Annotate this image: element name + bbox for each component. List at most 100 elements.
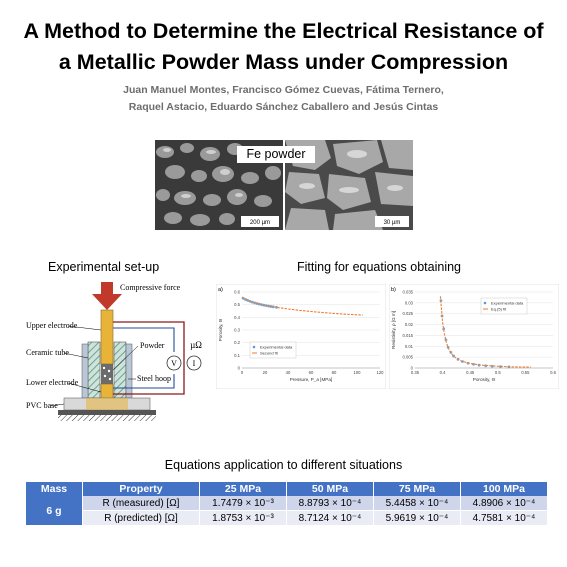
legend-box <box>480 297 528 315</box>
x-tick-label: 80 <box>332 370 337 375</box>
legend-label: Experimental data <box>260 345 293 350</box>
value-cell: 1.7479 × 10⁻³ <box>199 496 287 511</box>
voltage-wire-bottom <box>113 374 175 389</box>
legend-label: Second fit <box>260 351 279 356</box>
y-tick-label: 0.1 <box>234 353 240 358</box>
current-wire <box>113 321 185 395</box>
setup-diagram: V I µΩ Compressive force Upper electrode… <box>26 282 202 421</box>
x-tick-label: 0 <box>241 370 244 375</box>
ceramic-tube-left <box>87 341 101 399</box>
x-tick-label: 0.4 <box>440 370 446 375</box>
table-row: R (predicted) [Ω] 1.8753 × 10⁻³ 8.7124 ×… <box>26 510 547 526</box>
y-tick-label: 0.035 <box>403 290 414 295</box>
paper-title: A Method to Determine the Electrical Res… <box>0 16 567 78</box>
voltage-wire-top <box>113 327 175 352</box>
force-label: Compressive force <box>120 283 181 292</box>
y-tick-label: 0.015 <box>403 333 414 338</box>
fit-line <box>439 296 531 368</box>
y-tick-label: 0.005 <box>403 355 414 360</box>
x-tick-label: 60 <box>309 370 314 375</box>
results-table: Mass Property 25 MPa 50 MPa 75 MPa 100 M… <box>26 482 547 526</box>
x-tick-label: 0.55 <box>521 370 530 375</box>
ceramic-tube-label: Ceramic tube <box>26 348 69 357</box>
base-plate <box>58 410 156 415</box>
header-25mpa: 25 MPa <box>199 482 287 496</box>
chart-frame <box>216 284 386 389</box>
voltmeter-label: V <box>171 359 177 368</box>
fitting-heading: Fitting for equations obtaining <box>297 260 461 274</box>
fit-line <box>241 296 363 316</box>
steel-hoop-left <box>81 343 89 399</box>
legend-label: Eq.(5) fit <box>491 307 507 312</box>
property-cell: R (predicted) [Ω] <box>82 510 200 526</box>
authors-line-1: Juan Manuel Montes, Francisco Gómez Cuev… <box>123 84 444 96</box>
chart-frame <box>389 284 559 389</box>
y-tick-label: 0.6 <box>234 290 240 295</box>
fe-powder-label: Fe powder <box>237 146 315 163</box>
header-mass: Mass <box>26 482 83 496</box>
steel-hoop-right <box>125 343 133 399</box>
y-tick-label: 0.03 <box>405 300 414 305</box>
y-tick-label: 0.01 <box>405 344 414 349</box>
voltmeter-icon <box>166 355 182 371</box>
upper-electrode <box>100 309 114 365</box>
y-tick-label: 0.2 <box>234 340 240 345</box>
x-tick-label: 0.5 <box>495 370 501 375</box>
ceramic-tube-right <box>113 341 127 399</box>
lower-electrode-label: Lower electrode <box>26 378 79 387</box>
legend-box <box>249 341 297 359</box>
authors: Juan Manuel Montes, Francisco Gómez Cuev… <box>0 82 567 116</box>
ground-hatch <box>58 415 156 421</box>
y-tick-label: 0.3 <box>234 328 240 333</box>
value-cell: 5.9619 × 10⁻⁴ <box>373 510 461 526</box>
property-cell: R (measured) [Ω] <box>82 496 200 511</box>
scale-bar-left: 200 µm <box>250 220 270 226</box>
x-tick-label: 0.6 <box>550 370 556 375</box>
upper-electrode-label: Upper electrode <box>26 321 78 330</box>
y-tick-label: 0.5 <box>234 302 240 307</box>
value-cell: 1.8753 × 10⁻³ <box>199 510 287 526</box>
legend-marker <box>483 301 487 305</box>
header-50mpa: 50 MPa <box>286 482 374 496</box>
steel-hoop-label: Steel hoop <box>137 374 171 383</box>
y-tick-label: 0.02 <box>405 322 414 327</box>
x-tick-label: 20 <box>263 370 268 375</box>
equations-heading: Equations application to different situa… <box>164 458 403 472</box>
table-header-row: Mass Property 25 MPa 50 MPa 75 MPa 100 M… <box>26 482 547 496</box>
table-row: 6 g R (measured) [Ω] 1.7479 × 10⁻³ 8.879… <box>26 496 547 526</box>
title-line-1: A Method to Determine the Electrical Res… <box>23 19 544 43</box>
value-cell: 4.8906 × 10⁻⁴ <box>460 496 547 511</box>
force-arrow-icon <box>92 294 122 310</box>
authors-line-2: Raquel Astacio, Eduardo Sánchez Caballer… <box>128 101 439 113</box>
title-line-2: a Metallic Powder Mass under Compression <box>58 50 509 74</box>
x-tick-label: 40 <box>286 370 291 375</box>
value-cell: 8.8793 × 10⁻⁴ <box>286 496 374 511</box>
powder-label: Powder <box>140 341 165 350</box>
ammeter-label: I <box>193 359 196 368</box>
x-tick-label: 100 <box>354 370 362 375</box>
value-cell: 4.7581 × 10⁻⁴ <box>460 510 547 526</box>
value-cell: 5.4458 × 10⁻⁴ <box>373 496 461 511</box>
x-axis-label: Pressure, P_a [MPa] <box>290 377 332 382</box>
chart-b: 0 0.005 0.01 0.015 0.02 0.025 0.03 0.035 0.35 0.4… <box>389 284 559 389</box>
header-100mpa: 100 MPa <box>460 482 547 496</box>
force-arrow-shaft <box>101 282 113 296</box>
scale-bar-right: 30 µm <box>384 220 401 226</box>
header-75mpa: 75 MPa <box>373 482 461 496</box>
y-axis-label: Porosity, Θ <box>218 318 223 341</box>
setup-heading: Experimental set-up <box>48 260 160 274</box>
chart-a: 0 0.1 0.2 0.3 0.4 0.5 0.6 0 20 40 60 80 100 120 Pressu… <box>216 284 386 389</box>
header-property: Property <box>82 482 200 496</box>
y-tick-label: 0 <box>238 366 241 371</box>
value-cell: 8.7124 × 10⁻⁴ <box>286 510 374 526</box>
microohm-label: µΩ <box>190 340 202 350</box>
y-axis-label: Resistivity, ρ [Ω m] <box>391 311 396 349</box>
ammeter-icon <box>186 355 202 371</box>
mass-cell: 6 g <box>26 496 83 526</box>
x-tick-label: 120 <box>377 370 385 375</box>
y-tick-label: 0.025 <box>403 311 414 316</box>
x-tick-label: 0.45 <box>466 370 475 375</box>
powder-sample <box>101 364 113 384</box>
panel-label: a) <box>218 287 223 293</box>
y-tick-label: 0 <box>411 366 414 371</box>
